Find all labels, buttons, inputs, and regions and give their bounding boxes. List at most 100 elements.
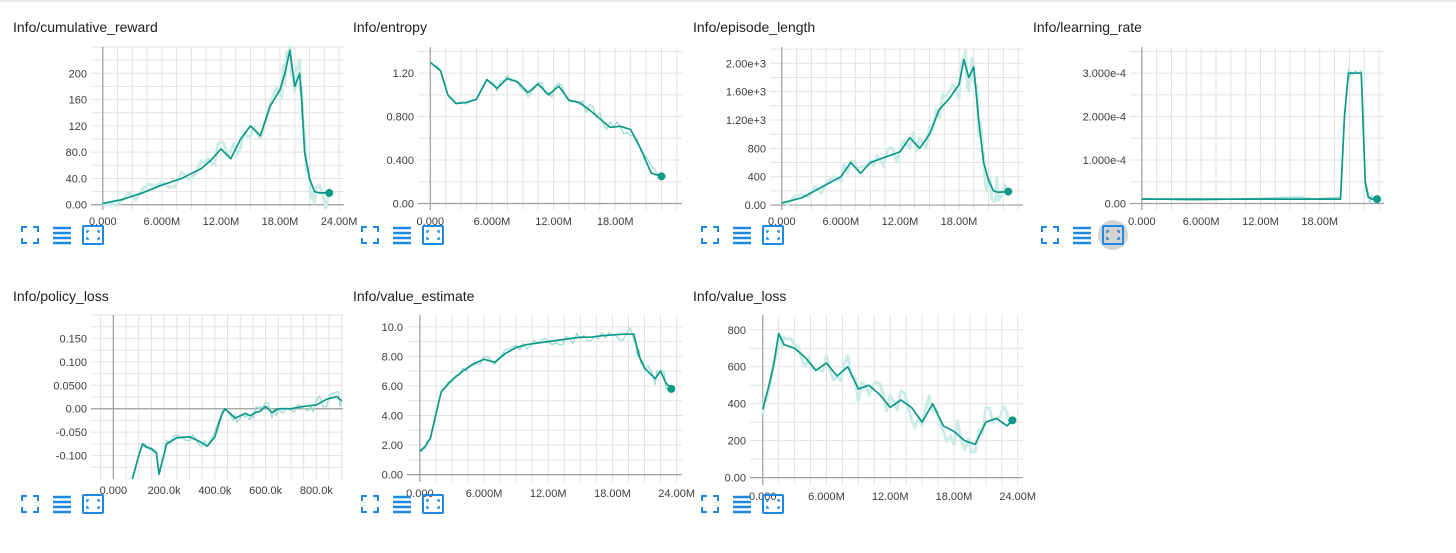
y-tick-label: 800 (728, 325, 746, 337)
expand-chart-button[interactable] (761, 492, 785, 516)
x-tick-label: 800.0k (300, 485, 334, 497)
y-tick-label: 40.0 (66, 173, 87, 185)
fit-domain-icon (701, 226, 719, 244)
x-tick-label: 6.000M (808, 491, 845, 503)
fit-domain-button[interactable] (358, 223, 382, 247)
chart-title: Info/policy_loss (13, 288, 109, 304)
x-tick-label: 0.000 (100, 485, 128, 497)
y-tick-label: 10.0 (382, 322, 403, 334)
expand-chart-button[interactable] (81, 223, 105, 247)
series-end-marker (1373, 195, 1382, 204)
x-tick-label: 12.00M (882, 216, 919, 228)
fit-domain-button[interactable] (18, 223, 42, 247)
toggle-log-scale-button[interactable] (730, 492, 754, 516)
toggle-log-scale-button[interactable] (1070, 223, 1094, 247)
fit-domain-icon (21, 495, 39, 513)
expand-chart-icon (82, 494, 104, 514)
x-tick-label: 24.00M (658, 488, 695, 500)
y-tick-label: 3.000e-4 (1083, 68, 1126, 80)
y-tick-label: 1.60e+3 (726, 87, 766, 99)
y-tick-label: 0.150 (59, 333, 87, 345)
toggle-log-scale-icon (733, 495, 751, 514)
expand-chart-button[interactable] (421, 223, 445, 247)
x-tick-label: 400.0k (198, 485, 232, 497)
fit-domain-button[interactable] (698, 492, 722, 516)
y-tick-label: 200 (69, 68, 87, 80)
y-tick-label: 0.00 (725, 473, 746, 485)
y-tick-label: 4.00 (382, 410, 403, 422)
series-line (1141, 72, 1378, 200)
y-tick-label: 0.100 (59, 357, 87, 369)
y-tick-label: 0.00 (382, 470, 403, 482)
fit-domain-icon (1041, 226, 1059, 244)
y-tick-label: 0.0500 (53, 380, 87, 392)
chart: 0.000 6.000M 12.00M 18.00M0.000.4000.8001.2… (386, 47, 682, 228)
y-tick-label: 1.20e+3 (726, 115, 766, 127)
raw-series-line (419, 327, 672, 453)
x-tick-label: 6.000M (1183, 216, 1220, 228)
chart-card: Info/cumulative_reward 0.000 6.000M 12.00M… (0, 0, 357, 262)
x-tick-label: 18.00M (594, 488, 631, 500)
y-tick-label: 120 (69, 121, 87, 133)
fit-domain-icon (701, 495, 719, 513)
chart-card: Info/value_estimate 0.000 6.000M 12.00M 18.… (340, 269, 695, 531)
expand-chart-icon (422, 225, 444, 245)
y-tick-label: 160 (69, 95, 87, 107)
series-end-marker (657, 172, 666, 181)
x-tick-label: 18.00M (936, 491, 973, 503)
expand-chart-button[interactable] (761, 223, 785, 247)
toggle-log-scale-icon (733, 226, 751, 245)
expand-chart-icon (82, 225, 104, 245)
chart-title: Info/episode_length (693, 19, 816, 35)
x-tick-label: 12.00M (872, 491, 909, 503)
x-tick-label: 600.0k (249, 485, 283, 497)
toggle-log-scale-icon (53, 226, 71, 245)
series-end-marker (1008, 416, 1017, 425)
toggle-log-scale-button[interactable] (390, 223, 414, 247)
x-tick-label: 18.00M (262, 216, 299, 228)
y-tick-label: 8.00 (382, 351, 403, 363)
series-line (102, 49, 330, 205)
chart-card: Info/learning_rate 0.000 6.000M 12.00M 18.0… (1020, 0, 1384, 262)
expand-chart-button[interactable] (421, 492, 445, 516)
series-line (429, 61, 662, 178)
toggle-log-scale-icon (1073, 226, 1091, 245)
series-end-marker (1004, 187, 1013, 196)
fit-domain-button[interactable] (18, 492, 42, 516)
fit-domain-button[interactable] (698, 223, 722, 247)
y-tick-label: 0.00 (1105, 198, 1126, 210)
y-tick-label: 200 (728, 436, 746, 448)
fit-domain-icon (21, 226, 39, 244)
y-tick-label: 1.20 (393, 68, 414, 80)
chart-title: Info/learning_rate (1033, 19, 1142, 35)
toggle-log-scale-button[interactable] (50, 492, 74, 516)
fit-domain-button[interactable] (358, 492, 382, 516)
chart-title: Info/value_loss (693, 288, 787, 304)
x-tick-label: 6.000M (474, 216, 511, 228)
raw-series-line (429, 62, 662, 177)
chart-card: Info/episode_length 0.000 6.000M 12.00M 18.… (680, 0, 1023, 262)
y-tick-label: 2.00 (382, 440, 403, 452)
x-tick-label: 6.000M (466, 488, 503, 500)
toggle-log-scale-icon (393, 226, 411, 245)
toggle-log-scale-button[interactable] (390, 492, 414, 516)
y-tick-label: 400 (728, 399, 746, 411)
y-tick-label: 0.00 (393, 198, 414, 210)
chart: 0.000 6.000M 12.00M 18.00M0.004008001.20e+3… (726, 47, 1023, 228)
expand-chart-button[interactable] (81, 492, 105, 516)
series-line (419, 333, 672, 452)
expand-chart-icon (1102, 225, 1124, 245)
fit-domain-button[interactable] (1038, 223, 1062, 247)
fit-domain-icon (361, 495, 379, 513)
toggle-log-scale-button[interactable] (50, 223, 74, 247)
expand-chart-icon (762, 225, 784, 245)
y-tick-label: 400 (748, 172, 766, 184)
toggle-log-scale-button[interactable] (730, 223, 754, 247)
y-tick-label: -0.100 (56, 451, 87, 463)
y-tick-label: -0.050 (56, 427, 87, 439)
x-tick-label: 200.0k (148, 485, 182, 497)
toggle-log-scale-icon (53, 495, 71, 514)
series-end-marker (667, 384, 676, 393)
y-tick-label: 0.00 (745, 200, 766, 212)
expand-chart-button[interactable] (1098, 220, 1128, 250)
